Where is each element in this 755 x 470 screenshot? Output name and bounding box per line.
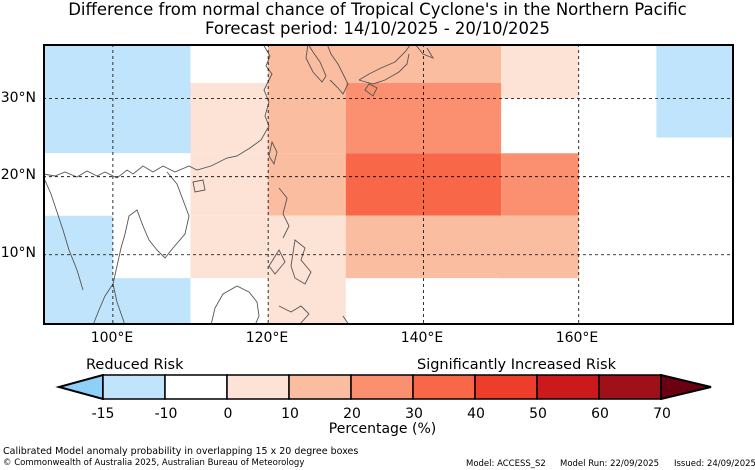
- risk-cell: [578, 44, 657, 99]
- lat-label-20n: 20°N: [0, 167, 36, 183]
- risk-cell: [501, 44, 579, 99]
- colorbar-tick: 60: [591, 406, 609, 422]
- lon-label-100e: 100°E: [90, 330, 134, 346]
- reduced-risk-label: Reduced Risk: [86, 357, 184, 373]
- risk-cell: [656, 137, 734, 325]
- map-border: [43, 44, 734, 325]
- colorbar-tick: 50: [529, 406, 547, 422]
- risk-cell: [112, 278, 191, 325]
- risk-cell: [190, 83, 269, 154]
- coastlines: [43, 44, 435, 325]
- risk-cell: [190, 215, 269, 279]
- colorbar-segment: [226, 374, 290, 400]
- risk-cell: [112, 215, 191, 279]
- risk-cell: [43, 44, 191, 99]
- risk-cell: [190, 278, 269, 325]
- colorbar-segment: [350, 374, 414, 400]
- colorbar-tick: -15: [91, 406, 115, 422]
- footer-model-run: Model Run: 22/09/2025: [560, 459, 660, 469]
- colorbar-high-extension: [660, 374, 712, 400]
- colorbar-low-extension: [55, 374, 104, 400]
- colorbar-tick: -10: [154, 406, 178, 422]
- risk-cell: [43, 153, 191, 216]
- lon-label-120e: 120°E: [245, 330, 289, 346]
- footer-issued: Issued: 24/09/2025: [674, 459, 755, 469]
- footer-model: Model: ACCESS_S2: [466, 459, 546, 469]
- colorbar-tick: 30: [405, 406, 423, 422]
- lat-label-30n: 30°N: [0, 90, 36, 106]
- colorbar-tick: 20: [343, 406, 361, 422]
- risk-cell: [43, 98, 191, 154]
- risk-cell: [345, 215, 579, 279]
- risk-cell: [656, 44, 734, 138]
- colorbar-segment: [536, 374, 600, 400]
- risk-cell: [190, 44, 269, 84]
- risk-cell: [423, 44, 502, 84]
- risk-cell: [268, 215, 346, 325]
- risk-cell: [190, 153, 269, 216]
- risk-cell: [268, 98, 346, 154]
- colorbar-segment: [164, 374, 228, 400]
- colorbar-segment: [412, 374, 476, 400]
- colorbar-tick: 40: [467, 406, 485, 422]
- lon-label-160e: 160°E: [555, 330, 599, 346]
- risk-cell: [578, 98, 657, 154]
- colorbar-label: Percentage (%): [328, 421, 437, 437]
- lat-label-10n: 10°N: [0, 245, 36, 261]
- grid-lines: [43, 44, 734, 325]
- footer-description: Calibrated Model anomaly probability in …: [3, 446, 359, 457]
- colorbar-segment: [474, 374, 538, 400]
- colorbar-segment: [288, 374, 352, 400]
- footer-copyright: © Commonwealth of Australia 2025, Austra…: [3, 458, 305, 468]
- colorbar: [55, 374, 712, 400]
- lon-label-140e: 140°E: [400, 330, 444, 346]
- risk-cell: [43, 215, 113, 325]
- colorbar-tick: 70: [653, 406, 671, 422]
- forecast-map: [43, 44, 734, 325]
- risk-cell: [268, 153, 346, 216]
- risk-cell: [501, 153, 579, 216]
- map-title-line1: Difference from normal chance of Tropica…: [68, 0, 687, 19]
- colorbar-segment: [598, 374, 662, 400]
- risk-cell: [423, 278, 502, 325]
- colorbar-segments: [55, 374, 712, 400]
- colorbar-tick: 0: [223, 406, 233, 422]
- increased-risk-label: Significantly Increased Risk: [417, 357, 616, 373]
- risk-cells: [43, 44, 734, 325]
- colorbar-segment: [102, 374, 166, 400]
- colorbar-tick: 10: [281, 406, 299, 422]
- map-title-line2: Forecast period: 14/10/2025 - 20/10/2025: [204, 19, 551, 38]
